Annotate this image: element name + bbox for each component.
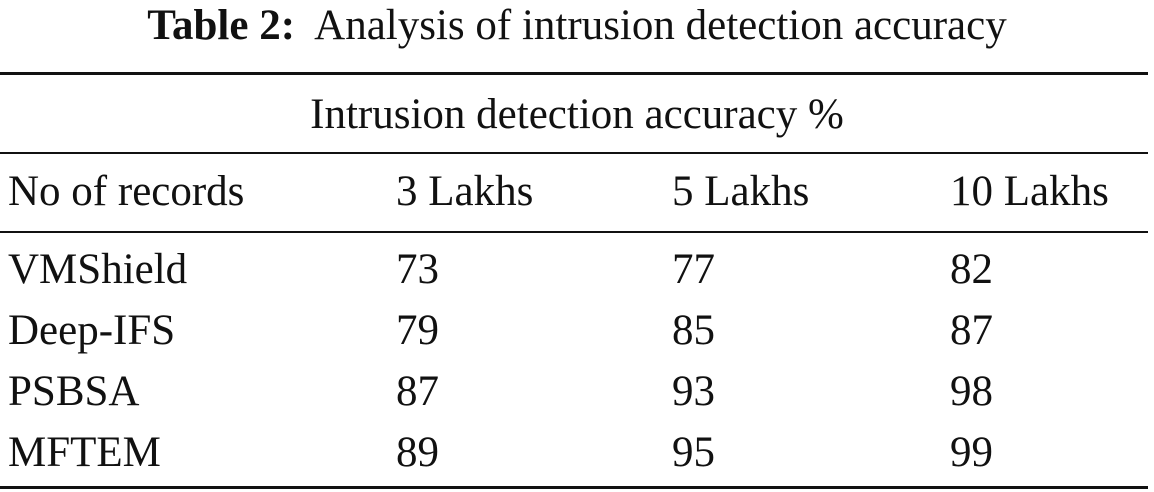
cell: 73 (396, 246, 439, 293)
cell: 89 (396, 429, 439, 476)
row-label: VMShield (8, 246, 188, 293)
column-header: 5 Lakhs (672, 168, 810, 215)
cell: 82 (950, 246, 993, 293)
cell: 93 (672, 368, 715, 415)
cell: 77 (672, 246, 715, 293)
row-label: PSBSA (8, 368, 140, 415)
caption-label: Table 2: (147, 2, 296, 49)
top-rule (0, 72, 1148, 75)
bottom-rule (0, 486, 1148, 489)
cell: 98 (950, 368, 993, 415)
row-label: Deep-IFS (8, 307, 176, 354)
cell: 87 (396, 368, 439, 415)
caption-text: Analysis of intrusion detection accuracy (314, 2, 1007, 49)
cell: 87 (950, 307, 993, 354)
caption: Table 2: Analysis of intrusion detection… (0, 0, 1154, 52)
mid-rule (0, 152, 1148, 154)
group-header: Intrusion detection accuracy % (310, 91, 844, 138)
column-header: No of records (8, 168, 245, 215)
cell: 79 (396, 307, 439, 354)
column-header: 3 Lakhs (396, 168, 534, 215)
column-header: 10 Lakhs (950, 168, 1109, 215)
row-label: MFTEM (8, 429, 161, 476)
header-rule (0, 231, 1148, 233)
cell: 95 (672, 429, 715, 476)
cell: 85 (672, 307, 715, 354)
cell: 99 (950, 429, 993, 476)
